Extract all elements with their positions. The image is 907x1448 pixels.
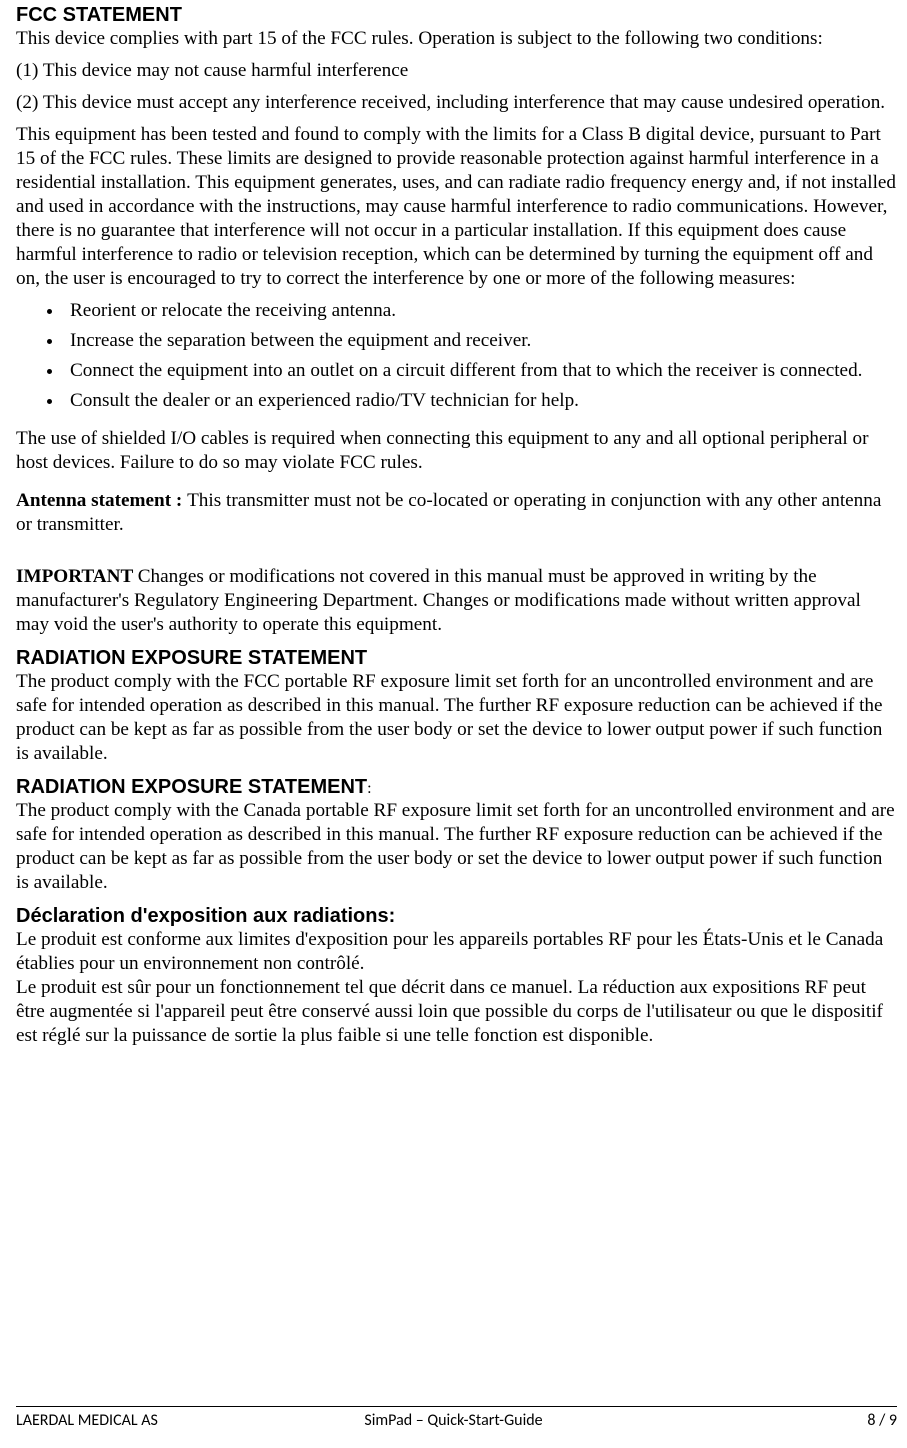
list-item: Consult the dealer or an experienced rad…	[64, 389, 897, 413]
footer-left: LAERDAL MEDICAL AS	[16, 1411, 158, 1430]
antenna-label: Antenna statement :	[16, 490, 187, 511]
radiation-fcc-body: The product comply with the FCC portable…	[16, 670, 897, 766]
important-label: IMPORTANT	[16, 566, 138, 587]
page-content: FCC STATEMENT This device complies with …	[16, 4, 897, 1406]
footer-right: 8 / 9	[867, 1411, 897, 1430]
fcc-intro: This device complies with part 15 of the…	[16, 27, 897, 51]
fcc-measures-list: Reorient or relocate the receiving anten…	[16, 299, 897, 413]
declaration-p1: Le produit est conforme aux limites d'ex…	[16, 928, 897, 976]
important-text: Changes or modifications not covered in …	[16, 566, 861, 635]
fcc-shielded-cables: The use of shielded I/O cables is requir…	[16, 427, 897, 475]
declaration-heading: Déclaration d'exposition aux radiations:	[16, 905, 897, 928]
radiation-fcc-heading: RADIATION EXPOSURE STATEMENT	[16, 647, 897, 670]
fcc-condition-1: (1) This device may not cause harmful in…	[16, 59, 897, 83]
declaration-p2: Le produit est sûr pour un fonctionnemen…	[16, 976, 897, 1048]
document-page: FCC STATEMENT This device complies with …	[0, 0, 907, 1448]
fcc-condition-2: (2) This device must accept any interfer…	[16, 91, 897, 115]
radiation-canada-heading-text: RADIATION EXPOSURE STATEMENT	[16, 776, 367, 798]
radiation-canada-body: The product comply with the Canada porta…	[16, 799, 897, 895]
radiation-canada-heading: RADIATION EXPOSURE STATEMENT:	[16, 776, 897, 799]
fcc-body: This equipment has been tested and found…	[16, 123, 897, 291]
list-item: Increase the separation between the equi…	[64, 329, 897, 353]
list-item: Connect the equipment into an outlet on …	[64, 359, 897, 383]
important-statement: IMPORTANT Changes or modifications not c…	[16, 565, 897, 637]
antenna-statement: Antenna statement : This transmitter mus…	[16, 489, 897, 537]
page-footer: SimPad – Quick-Start-Guide LAERDAL MEDIC…	[16, 1406, 897, 1430]
fcc-heading: FCC STATEMENT	[16, 4, 897, 27]
radiation-canada-heading-colon: :	[367, 780, 371, 797]
list-item: Reorient or relocate the receiving anten…	[64, 299, 897, 323]
